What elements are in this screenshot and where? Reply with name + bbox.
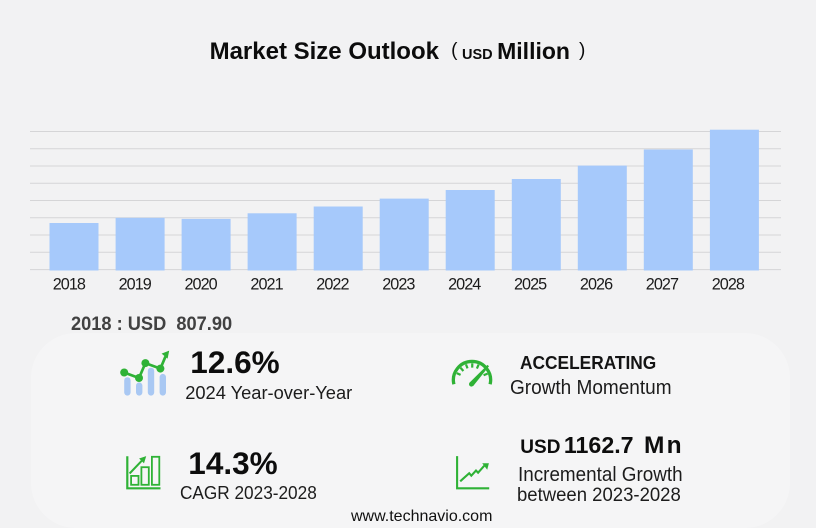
svg-text:2028: 2028 [712, 276, 745, 294]
svg-text:2025: 2025 [514, 276, 547, 294]
svg-text:2019: 2019 [119, 276, 152, 294]
svg-text:2026: 2026 [580, 276, 613, 294]
svg-text:2020: 2020 [185, 276, 218, 294]
svg-text:2021: 2021 [250, 276, 283, 294]
svg-text:2024: 2024 [448, 276, 481, 294]
svg-text:2018: 2018 [53, 276, 86, 294]
svg-text:2023: 2023 [382, 276, 415, 294]
svg-text:2022: 2022 [316, 276, 349, 294]
svg-text:2027: 2027 [646, 276, 679, 294]
